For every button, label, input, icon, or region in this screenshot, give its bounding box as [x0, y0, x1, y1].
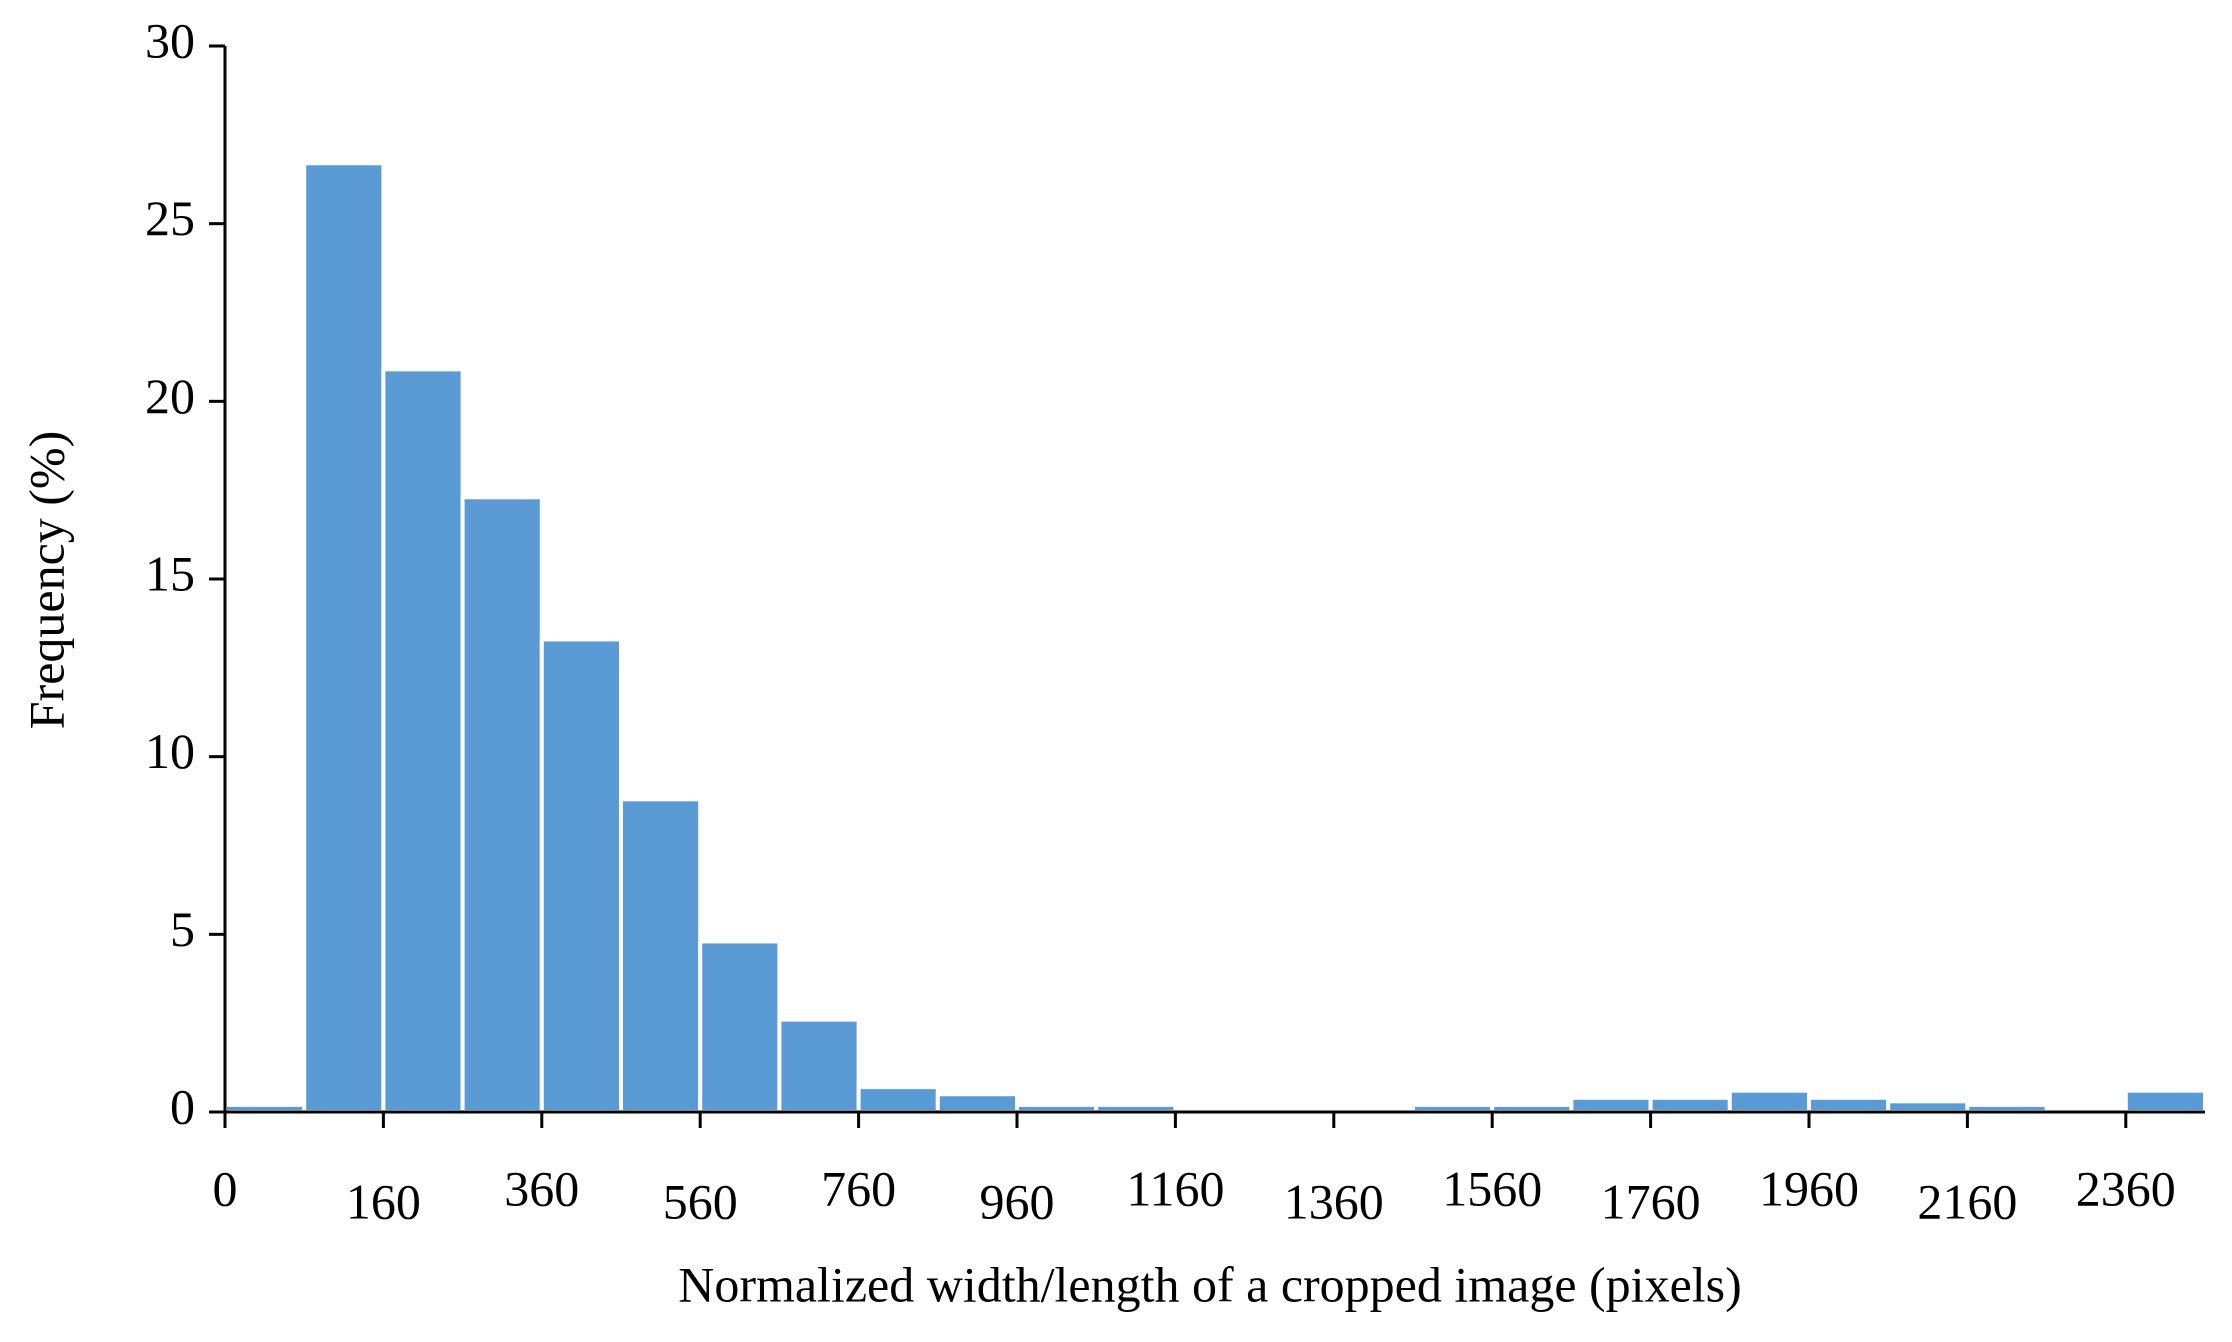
x-tick-label: 1360	[1284, 1173, 1384, 1229]
bar	[381, 367, 465, 1114]
x-tick-label: 960	[980, 1173, 1055, 1229]
x-tick-label: 560	[663, 1173, 738, 1229]
x-tick-label: 1160	[1126, 1160, 1224, 1216]
bar	[1648, 1095, 1732, 1114]
y-tick-label: 30	[145, 12, 195, 68]
y-tick-label: 15	[145, 545, 195, 601]
bar	[460, 495, 544, 1115]
bar	[935, 1092, 1019, 1114]
y-tick-label: 0	[170, 1078, 195, 1134]
bar	[2123, 1088, 2208, 1115]
x-tick-label: 2360	[2076, 1160, 2176, 1216]
y-tick-label: 10	[145, 723, 195, 779]
y-axis-label: Frequency (%)	[18, 431, 74, 730]
x-axis-label: Normalized width/length of a cropped ima…	[678, 1256, 1742, 1312]
bar	[698, 939, 782, 1114]
bar	[1727, 1088, 1812, 1115]
bar	[302, 161, 386, 1114]
x-tick-label: 1760	[1601, 1173, 1701, 1229]
bar	[777, 1017, 861, 1115]
x-tick-label: 160	[346, 1173, 421, 1229]
bar	[1886, 1099, 1970, 1114]
y-tick-label: 25	[145, 190, 195, 246]
x-tick-label: 0	[213, 1160, 238, 1216]
bar	[1569, 1095, 1653, 1114]
y-tick-label: 5	[170, 901, 195, 957]
bar	[539, 637, 623, 1114]
bar	[619, 797, 703, 1114]
x-tick-label: 1560	[1442, 1160, 1542, 1216]
x-tick-label: 1960	[1759, 1160, 1859, 1216]
bar	[856, 1085, 940, 1115]
x-tick-label: 2160	[1917, 1173, 2017, 1229]
x-tick-label: 760	[821, 1160, 896, 1216]
x-tick-label: 360	[504, 1160, 579, 1216]
y-tick-label: 20	[145, 368, 195, 424]
bar	[1807, 1095, 1891, 1114]
